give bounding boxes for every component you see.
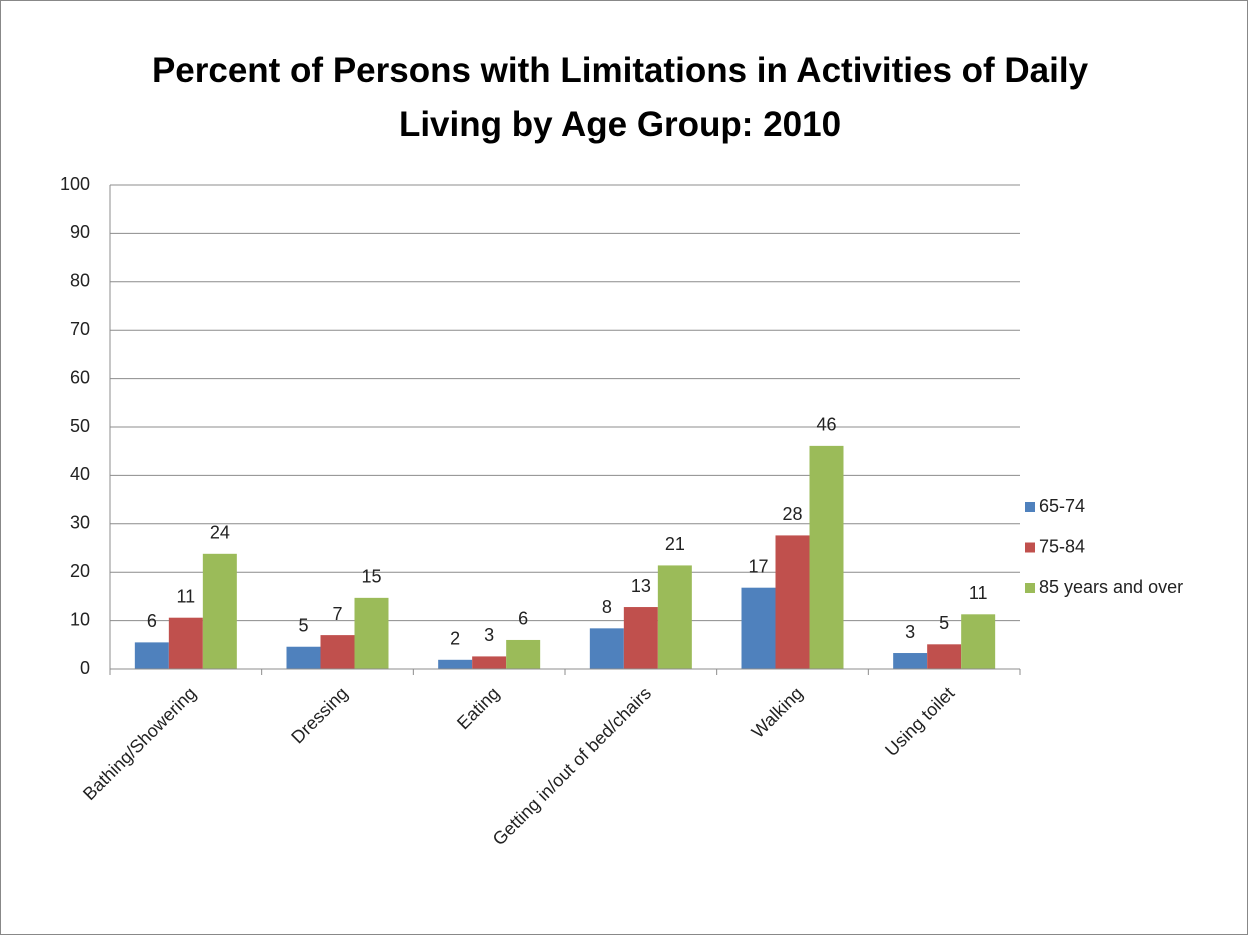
y-tick-label: 60 <box>70 367 90 387</box>
bar <box>927 644 962 669</box>
bar <box>506 639 541 669</box>
bar <box>472 656 507 669</box>
bar <box>657 565 692 669</box>
x-tick-label: Getting in/out of bed/chairs <box>489 683 655 849</box>
data-label: 6 <box>518 609 528 629</box>
data-label: 24 <box>210 523 230 543</box>
bar <box>354 597 389 669</box>
bar <box>134 642 169 669</box>
bar <box>168 617 203 669</box>
y-tick-label: 100 <box>60 174 90 194</box>
data-label: 21 <box>665 534 685 554</box>
data-label: 5 <box>298 615 308 635</box>
legend-swatch <box>1025 542 1035 553</box>
bar <box>809 445 844 669</box>
y-tick-label: 20 <box>70 561 90 581</box>
bar <box>893 653 928 669</box>
data-label: 5 <box>939 613 949 633</box>
data-label: 6 <box>147 611 157 631</box>
bar <box>286 646 321 669</box>
y-tick-label: 40 <box>70 464 90 484</box>
bar <box>438 659 473 669</box>
x-tick-label: Walking <box>748 683 807 742</box>
bar <box>623 607 658 669</box>
y-tick-label: 30 <box>70 513 90 533</box>
chart-title: Percent of Persons with Limitations in A… <box>151 51 1089 144</box>
data-label: 15 <box>361 567 381 587</box>
legend-label: 75-84 <box>1039 536 1085 556</box>
data-label: 11 <box>176 586 195 606</box>
y-tick-label: 90 <box>70 222 90 242</box>
data-label: 3 <box>905 622 915 642</box>
data-label: 28 <box>782 504 802 524</box>
y-tick-label: 10 <box>70 609 90 629</box>
y-tick-label: 0 <box>80 658 90 678</box>
legend-swatch <box>1025 502 1035 512</box>
x-tick-label: Dressing <box>287 683 351 747</box>
x-tick-label: Bathing/Showering <box>79 683 200 804</box>
bar <box>775 535 810 669</box>
data-label: 3 <box>484 625 494 645</box>
legend-label: 85 years and over <box>1039 577 1183 597</box>
bar <box>589 628 624 669</box>
legend-swatch <box>1025 583 1035 593</box>
data-label: 13 <box>631 576 651 596</box>
data-label: 11 <box>969 583 988 603</box>
data-label: 17 <box>748 556 768 576</box>
bar <box>202 553 237 669</box>
data-label: 7 <box>332 604 342 624</box>
bar <box>320 635 355 669</box>
legend-label: 65-74 <box>1039 496 1085 516</box>
y-tick-label: 80 <box>70 271 90 291</box>
x-tick-label: Eating <box>453 683 503 733</box>
y-tick-label: 50 <box>70 416 90 436</box>
y-tick-label: 70 <box>70 319 90 339</box>
data-label: 8 <box>602 597 612 617</box>
bar <box>961 614 996 669</box>
bar <box>741 587 776 669</box>
x-tick-label: Using toilet <box>881 683 958 760</box>
data-label: 46 <box>816 415 836 435</box>
data-label: 2 <box>450 629 460 649</box>
